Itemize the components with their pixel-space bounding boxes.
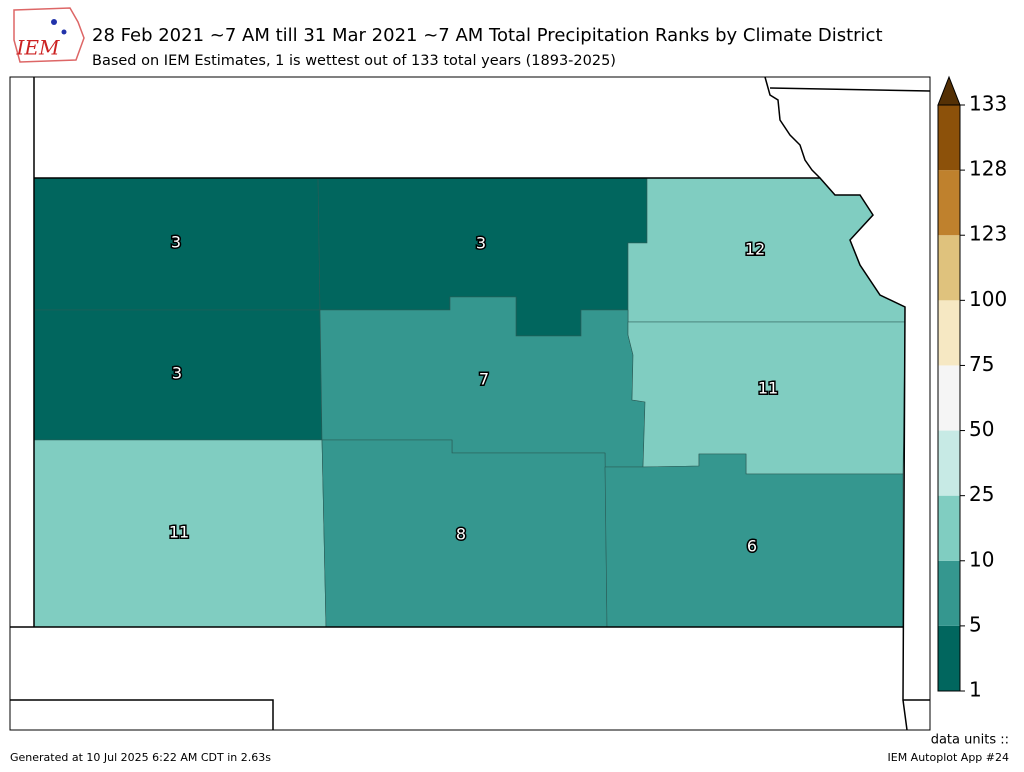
colorbar-tick-label: 133 (969, 92, 1007, 116)
subtitle: Based on IEM Estimates, 1 is wettest out… (92, 53, 616, 69)
colorbar: 1 5 10 25 50 75 100 123 128 133 (937, 75, 1007, 702)
district-label: 6 (747, 537, 757, 556)
colorbar-tick-label: 1 (969, 678, 982, 702)
colorbar-tick-label: 10 (969, 547, 994, 571)
colorbar-outline (937, 104, 961, 692)
district-labels: 3 3 12 3 7 11 11 8 6 (167, 231, 779, 557)
border-line (764, 76, 931, 179)
colorbar-segment (938, 625, 960, 691)
colorbar-segment (938, 430, 960, 496)
logo-outline (13, 7, 85, 63)
state-borders (10, 76, 931, 731)
district-label: 7 (479, 370, 489, 389)
colorbar-tick-label: 5 (969, 612, 982, 636)
district-label: 12 (745, 240, 765, 259)
colorbar-segment (938, 560, 960, 626)
colorbar-extend (937, 75, 961, 106)
footer-app: IEM Autoplot App #24 (888, 751, 1010, 764)
border-line (10, 77, 930, 731)
colorbar-tick-label: 50 (969, 417, 994, 441)
district-label: 11 (169, 523, 189, 542)
colorbar-tick-label: 128 (969, 157, 1007, 181)
colorbar-tick-label: 100 (969, 287, 1007, 311)
footer-generated: Generated at 10 Jul 2025 6:22 AM CDT in … (10, 751, 271, 764)
logo-dot (61, 29, 67, 35)
district-label: 11 (758, 379, 778, 398)
districts (33, 177, 906, 628)
district-label: 3 (171, 233, 181, 252)
colorbar-segment (938, 300, 960, 366)
colorbar-segment (938, 235, 960, 301)
colorbar-segment (938, 170, 960, 236)
colorbar-segment (938, 365, 960, 431)
district-label: 3 (476, 234, 486, 253)
district (627, 321, 906, 475)
district-label: 3 (172, 364, 182, 383)
logo-text: IEM (16, 36, 61, 60)
logo: IEM (13, 7, 85, 63)
logo-dot (51, 19, 57, 25)
district-label: 8 (456, 525, 466, 544)
colorbar-tick-label: 25 (969, 482, 994, 506)
colorbar-tick-label: 75 (969, 352, 994, 376)
colorbar-segment (938, 105, 960, 171)
colorbar-tick-label: 123 (969, 222, 1007, 246)
colorbar-segment (938, 495, 960, 561)
footer-units: data units :: (931, 733, 1009, 748)
title: 28 Feb 2021 ~7 AM till 31 Mar 2021 ~7 AM… (92, 25, 883, 46)
